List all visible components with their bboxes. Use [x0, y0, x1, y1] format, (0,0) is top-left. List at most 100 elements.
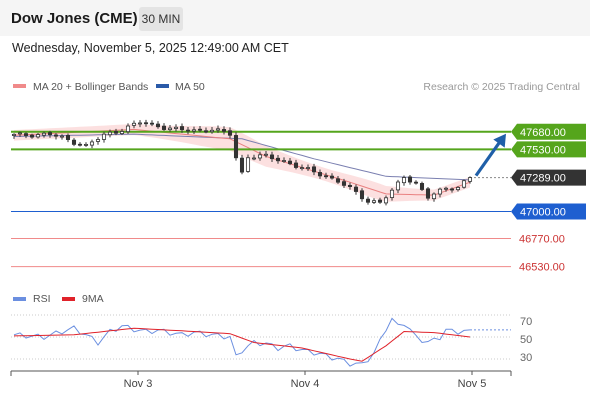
ma20-legend-label: MA 20 + Bollinger Bands — [33, 81, 148, 93]
candle-body-down — [65, 134, 71, 140]
candle — [311, 163, 317, 176]
candle — [455, 186, 461, 192]
bollinger-band — [14, 123, 470, 202]
candle-body-down — [311, 166, 317, 173]
level-tag-2: 47289.00 — [511, 169, 586, 186]
candle — [53, 133, 59, 140]
candle — [317, 169, 323, 179]
candle-body-down — [407, 176, 413, 183]
rsi-ma-legend-swatch — [62, 297, 75, 301]
candle — [341, 178, 347, 188]
header-bar: Dow Jones (CME) 30 MIN — [0, 0, 590, 36]
candle-body-up — [95, 139, 101, 142]
price-levels — [11, 130, 511, 268]
candle-body-up — [215, 128, 221, 131]
candle-body-down — [353, 186, 359, 192]
candle — [65, 133, 71, 143]
candle-body-down — [29, 134, 35, 138]
candle — [299, 164, 305, 171]
candle — [443, 186, 449, 192]
candlesticks — [11, 119, 473, 206]
candle — [425, 187, 431, 201]
candle-body-down — [347, 184, 353, 187]
forecast-arrow — [474, 133, 506, 177]
rsi-line — [13, 317, 471, 367]
rsi-legend-label: RSI — [33, 293, 51, 305]
candle-body-up — [59, 135, 65, 138]
forecast-arrow-shaft — [474, 137, 504, 177]
candle-body-down — [203, 130, 209, 133]
candle-body-up — [83, 144, 89, 146]
candle — [113, 128, 119, 136]
candle-body-down — [335, 178, 341, 183]
candle-body-down — [239, 157, 245, 173]
x-label-nov5: Nov 5 — [458, 378, 487, 390]
candle-body-down — [185, 129, 191, 132]
candle — [287, 157, 293, 166]
candle-body-up — [251, 157, 257, 160]
rsi-tick-70: 70 — [520, 316, 532, 328]
candle — [149, 120, 155, 127]
candle — [251, 154, 257, 161]
candle-body-down — [77, 143, 83, 146]
candle-body-down — [161, 125, 167, 130]
level-tag-label-2: 47289.00 — [520, 173, 566, 185]
candle — [119, 128, 125, 135]
candle — [101, 131, 107, 143]
rsi-ma-legend-label: 9MA — [82, 293, 104, 305]
candle — [275, 155, 281, 164]
candle — [95, 137, 101, 145]
level-label-4: 46770.00 — [519, 233, 565, 245]
candle-body-up — [437, 188, 443, 195]
candle — [215, 125, 221, 133]
level-tag-label-0: 47680.00 — [520, 127, 566, 139]
candle-body-down — [197, 128, 203, 131]
candle — [407, 174, 413, 185]
level-label-5: 46530.00 — [519, 262, 565, 274]
candle — [305, 164, 311, 172]
candle — [47, 130, 53, 138]
ma50-line — [13, 133, 471, 181]
candle-body-down — [419, 183, 425, 190]
candle-body-down — [323, 175, 329, 178]
candle — [449, 187, 455, 193]
candle — [179, 123, 185, 133]
level-tag-box-1 — [511, 141, 586, 158]
candle-body-up — [257, 154, 263, 159]
candle-body-down — [425, 188, 431, 199]
candle-body-up — [167, 127, 173, 131]
candle — [11, 133, 17, 139]
candle-body-down — [341, 181, 347, 186]
candle — [257, 151, 263, 161]
candle — [269, 151, 275, 162]
candle — [125, 123, 131, 134]
candle-body-up — [41, 132, 47, 136]
candle — [395, 179, 401, 194]
candle-body-down — [23, 133, 29, 136]
candle-body-up — [191, 129, 197, 132]
candle-body-up — [89, 141, 95, 146]
candle-body-down — [53, 134, 59, 137]
candle-body-down — [149, 122, 155, 125]
candle-body-down — [113, 131, 119, 134]
candle-body-up — [11, 133, 17, 136]
candle-body-down — [377, 199, 383, 203]
candle — [191, 126, 197, 134]
timeframe-button[interactable]: 30 MIN — [139, 7, 183, 31]
candle — [377, 197, 383, 204]
candle-body-up — [443, 187, 449, 190]
candle — [17, 131, 23, 137]
candle — [383, 195, 389, 206]
candle — [431, 192, 437, 202]
candle-body-up — [263, 153, 269, 156]
candle-body-down — [365, 198, 371, 203]
forecast-arrow-head — [493, 133, 506, 148]
candle — [239, 154, 245, 175]
candle — [461, 179, 467, 189]
level-labels: 47680.00 47530.00 47289.00 47000.00 46770.00… — [511, 123, 586, 274]
candle — [23, 132, 29, 139]
rsi-panel — [11, 314, 511, 367]
candle — [71, 138, 77, 147]
x-label-nov4: Nov 4 — [291, 378, 320, 390]
rsi-ma-line — [13, 327, 471, 362]
